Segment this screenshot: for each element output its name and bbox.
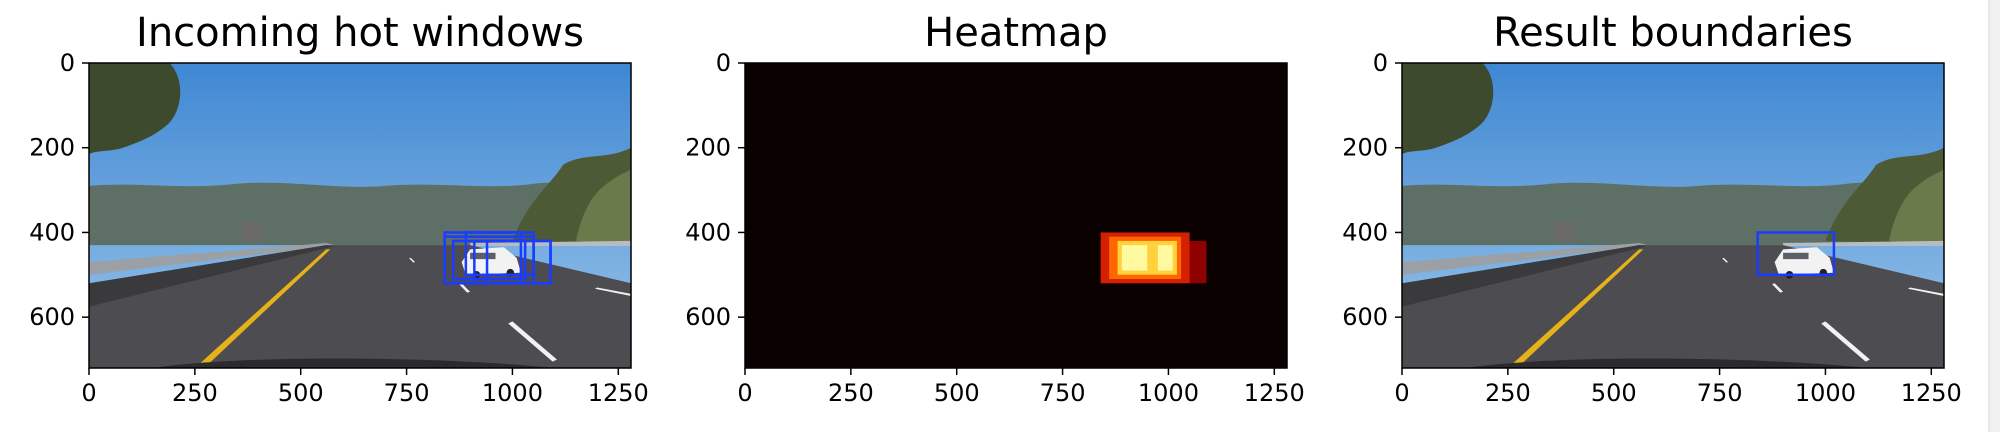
x-tick-label: 0 bbox=[1394, 379, 1409, 407]
panel-1: Heatmap 0 250 500 750 1000 1250 0 200 400 600 bbox=[685, 10, 1305, 407]
x-tick-label: 500 bbox=[1591, 379, 1637, 407]
y-tick-label: 400 bbox=[29, 218, 75, 246]
y-tick-label: 600 bbox=[1342, 303, 1388, 331]
panel-0: Incoming hot windows 0 250 500 750 1000 1250 0 2… bbox=[29, 10, 649, 407]
y-tick-label: 200 bbox=[685, 134, 731, 162]
x-tick-label: 1250 bbox=[588, 379, 649, 407]
x-tick-label: 0 bbox=[81, 379, 96, 407]
x-tick-label: 0 bbox=[737, 379, 752, 407]
x-tick-label: 500 bbox=[934, 379, 980, 407]
x-tick-label: 250 bbox=[1485, 379, 1531, 407]
y-tick-label: 600 bbox=[29, 303, 75, 331]
x-tick-label: 500 bbox=[278, 379, 324, 407]
x-tick-label: 750 bbox=[1697, 379, 1743, 407]
panel-title: Result boundaries bbox=[1493, 10, 1853, 56]
panel-title: Incoming hot windows bbox=[136, 10, 584, 56]
road-image bbox=[89, 63, 631, 368]
plot-area bbox=[89, 63, 631, 368]
panel-2: Result boundaries 0 250 500 750 1000 1250 0 200 4… bbox=[1342, 10, 1962, 407]
plot-area bbox=[745, 63, 1287, 368]
x-tick-label: 1000 bbox=[1795, 379, 1856, 407]
x-tick-label: 1250 bbox=[1244, 379, 1305, 407]
x-tick-label: 1000 bbox=[482, 379, 543, 407]
x-tick-label: 250 bbox=[172, 379, 218, 407]
detection-box bbox=[464, 231, 535, 277]
axes-frame bbox=[744, 62, 1288, 369]
x-tick-label: 1000 bbox=[1138, 379, 1199, 407]
y-tick-label: 0 bbox=[1373, 49, 1388, 77]
y-tick-label: 200 bbox=[29, 134, 75, 162]
axes-frame bbox=[88, 62, 632, 369]
heatmap-cell bbox=[1121, 245, 1148, 271]
x-tick-label: 750 bbox=[1040, 379, 1086, 407]
detection-box bbox=[1756, 231, 1836, 277]
x-tick-label: 750 bbox=[384, 379, 430, 407]
detection-box bbox=[485, 239, 552, 285]
y-tick-label: 400 bbox=[1342, 218, 1388, 246]
heatmap-cell bbox=[1157, 245, 1173, 271]
y-tick-label: 400 bbox=[685, 218, 731, 246]
x-tick-label: 1250 bbox=[1901, 379, 1962, 407]
x-tick-label: 250 bbox=[828, 379, 874, 407]
road-image bbox=[1402, 63, 1944, 368]
y-tick-label: 200 bbox=[1342, 134, 1388, 162]
y-tick-label: 600 bbox=[685, 303, 731, 331]
y-tick-label: 0 bbox=[60, 49, 75, 77]
plot-area bbox=[1402, 63, 1944, 368]
axes-frame bbox=[1401, 62, 1945, 369]
heatmap-background bbox=[745, 63, 1287, 368]
panel-title: Heatmap bbox=[924, 10, 1108, 56]
y-tick-label: 0 bbox=[716, 49, 731, 77]
